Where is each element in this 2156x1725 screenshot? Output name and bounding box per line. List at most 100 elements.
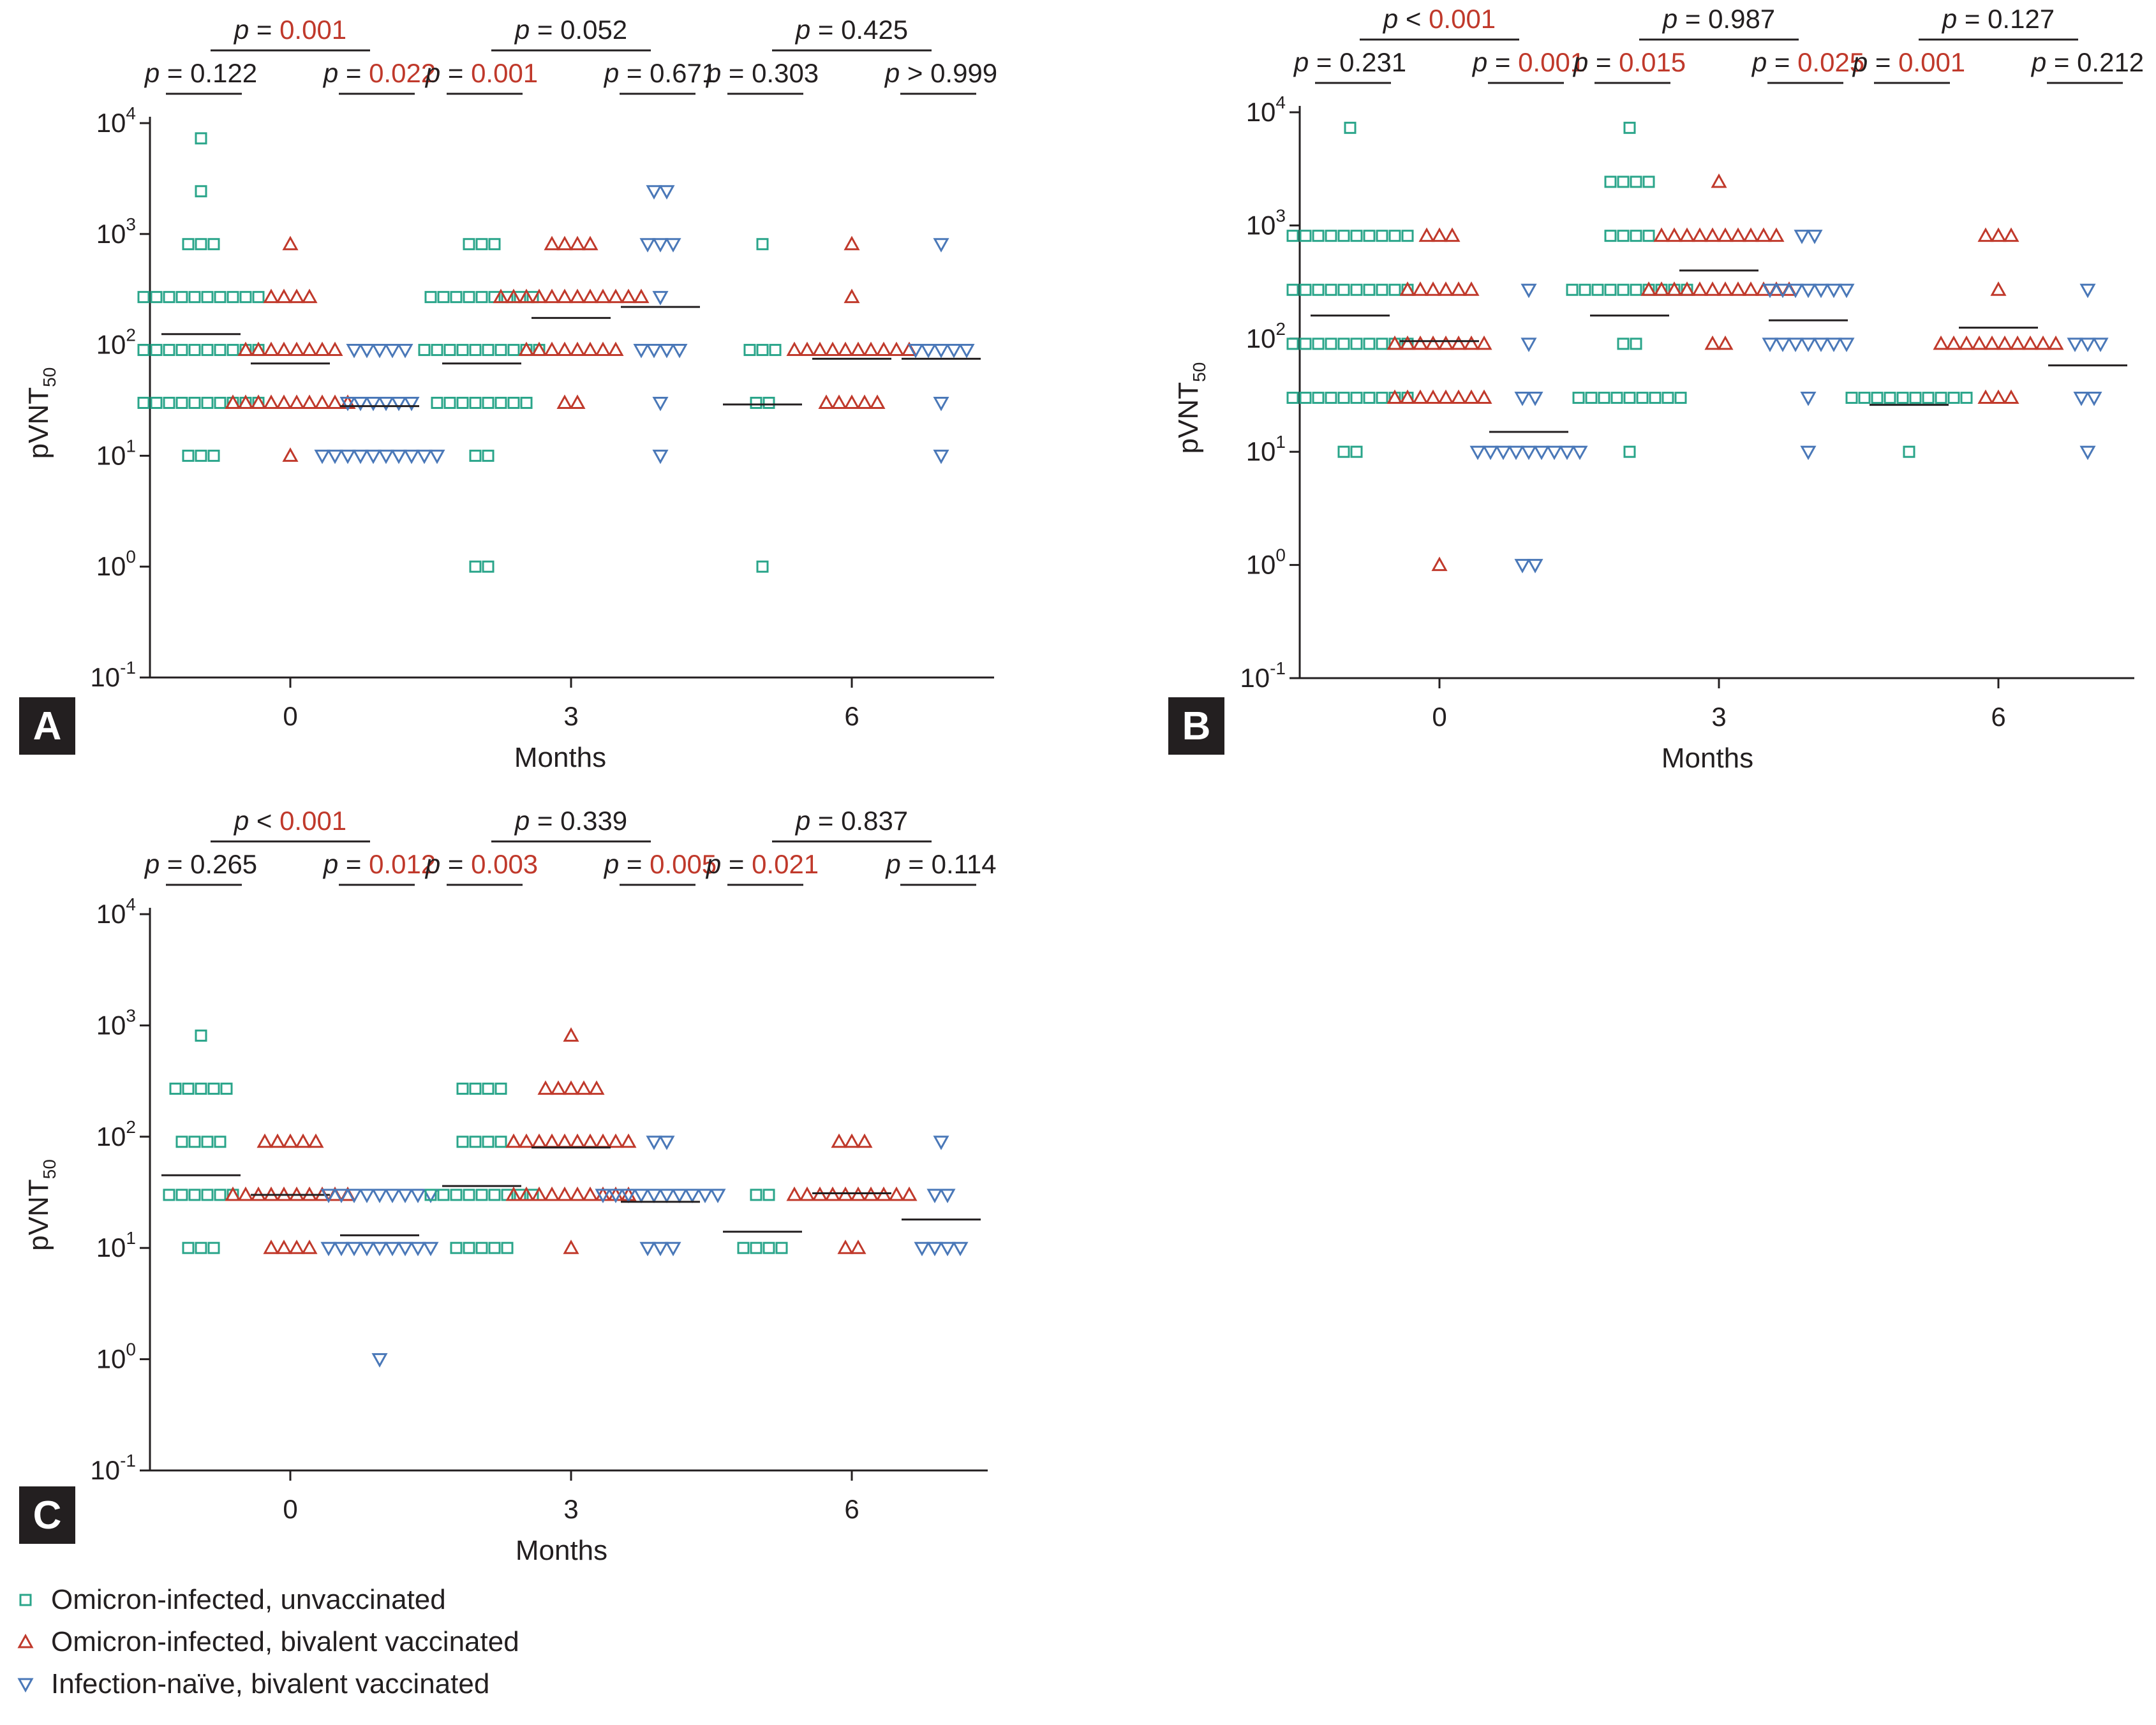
data-point-unvaccinated: [182, 238, 195, 251]
data-point-unvaccinated: [195, 185, 207, 198]
data-point-bivalent-infected: [1679, 281, 1695, 296]
data-point-naive: [384, 344, 401, 359]
panel-badge: [1168, 697, 1224, 755]
data-point-bivalent-infected: [582, 235, 598, 251]
data-point-unvaccinated: [463, 291, 475, 304]
data-point-bivalent-infected: [869, 394, 886, 409]
data-point-unvaccinated: [150, 291, 163, 304]
data-point-unvaccinated: [1617, 175, 1630, 188]
svg-text:p = 0.001: p = 0.001: [424, 58, 538, 88]
svg-text:p = 0.122: p = 0.122: [144, 58, 257, 88]
data-point-unvaccinated: [1299, 392, 1312, 404]
data-point-bivalent-infected: [569, 341, 586, 357]
data-point-bivalent-infected: [276, 288, 292, 304]
data-point-unvaccinated: [163, 396, 175, 409]
y-tick-label: 104: [96, 103, 136, 138]
x-tick-label: 6: [844, 701, 859, 731]
data-point-bivalent-infected: [1679, 227, 1695, 242]
y-tick-label: 104: [1246, 93, 1286, 127]
data-point-unvaccinated: [201, 344, 214, 357]
p-symbol: p: [884, 849, 900, 879]
p-value-left: p = 0.265: [144, 849, 257, 879]
data-point-naive: [416, 449, 433, 464]
data-point-bivalent-infected: [493, 288, 509, 304]
data-point-bivalent-infected: [556, 394, 573, 409]
panel-badge: [19, 1486, 75, 1544]
svg-text:p = 0.837: p = 0.837: [794, 806, 908, 836]
data-point-bivalent-infected: [595, 1133, 611, 1148]
data-point-bivalent-infected: [1730, 281, 1746, 296]
data-point-bivalent-infected: [301, 288, 318, 304]
data-point-unvaccinated: [488, 1241, 501, 1254]
data-point-bivalent-infected: [288, 394, 305, 409]
data-point-naive: [346, 344, 362, 359]
p-symbol: p: [322, 849, 338, 879]
data-point-naive: [620, 1188, 637, 1204]
data-point-bivalent-infected: [831, 394, 847, 409]
data-point-bivalent-infected: [269, 1133, 286, 1148]
data-point-unvaccinated: [1947, 392, 1960, 404]
data-point-unvaccinated: [1909, 392, 1922, 404]
data-point-bivalent-infected: [1444, 227, 1461, 242]
data-point-bivalent-infected: [856, 394, 873, 409]
p-symbol: p: [603, 58, 619, 88]
panel-badge-label: B: [1182, 704, 1211, 748]
data-point-naive: [1806, 230, 1823, 244]
p-value-top: p = 0.425: [794, 15, 908, 45]
data-point-bivalent-infected: [786, 1186, 803, 1201]
data-point-bivalent-infected: [1990, 281, 2007, 296]
p-operator: =: [1487, 47, 1518, 77]
data-point-naive: [371, 1188, 388, 1204]
p-value-right: p = 0.671: [603, 58, 717, 88]
data-point-unvaccinated: [188, 291, 201, 304]
data-point-naive: [1825, 283, 1842, 299]
data-point-unvaccinated: [494, 344, 507, 357]
data-point-bivalent-infected: [263, 394, 279, 409]
data-point-bivalent-infected: [844, 1133, 860, 1148]
data-point-bivalent-infected: [1666, 281, 1683, 296]
data-point-bivalent-infected: [225, 394, 241, 409]
p-symbol: p: [1852, 47, 1868, 77]
data-point-naive: [1469, 445, 1486, 461]
y-axis-label: pVNT50: [23, 1159, 59, 1251]
data-point-bivalent-infected: [544, 235, 560, 251]
data-point-unvaccinated: [227, 344, 239, 357]
p-value-top: p < 0.001: [1382, 4, 1496, 34]
data-point-bivalent-infected: [837, 1240, 854, 1254]
data-point-bivalent-infected: [314, 341, 331, 357]
data-point-naive: [595, 1188, 611, 1204]
data-point-unvaccinated: [188, 1188, 201, 1201]
data-point-unvaccinated: [1376, 230, 1388, 242]
svg-text:p = 0.025: p = 0.025: [1751, 47, 1864, 77]
data-point-naive: [352, 396, 369, 411]
data-point-bivalent-infected: [1463, 389, 1480, 404]
p-symbol: p: [144, 849, 160, 879]
data-point-bivalent-infected: [888, 341, 905, 357]
data-point-naive: [1508, 445, 1524, 461]
data-point-unvaccinated: [252, 291, 265, 304]
data-point-naive: [1762, 337, 1778, 353]
data-point-unvaccinated: [207, 1241, 220, 1254]
data-point-naive: [397, 1241, 413, 1257]
data-point-unvaccinated: [214, 1188, 227, 1201]
data-point-bivalent-infected: [1399, 335, 1416, 350]
data-point-unvaccinated: [214, 1136, 227, 1148]
data-point-unvaccinated: [475, 1188, 488, 1201]
data-point-bivalent-infected: [327, 341, 343, 357]
data-point-naive: [397, 1188, 413, 1204]
data-point-unvaccinated: [1325, 337, 1337, 350]
y-tick-label: 101: [1246, 432, 1286, 466]
data-point-unvaccinated: [494, 1083, 507, 1095]
data-point-bivalent-infected: [1691, 227, 1708, 242]
data-point-bivalent-infected: [556, 288, 573, 304]
data-point-unvaccinated: [1286, 392, 1299, 404]
p-value: 0.015: [1619, 47, 1686, 77]
p-value: 0.001: [279, 806, 346, 836]
p-symbol: p: [794, 15, 810, 45]
data-point-bivalent-infected: [582, 341, 598, 357]
p-value: 0.005: [650, 849, 717, 879]
data-point-naive: [403, 449, 420, 464]
data-point-unvaccinated: [482, 1136, 494, 1148]
data-point-naive: [939, 1188, 956, 1204]
data-point-bivalent-infected: [1425, 281, 1441, 296]
